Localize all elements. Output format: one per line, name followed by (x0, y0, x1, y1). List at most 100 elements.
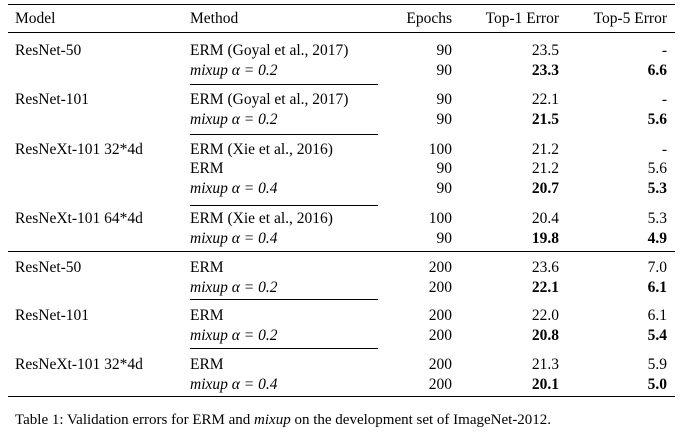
alpha-value: α = 0.2 (231, 62, 278, 79)
top1-cell: 21.2 (531, 141, 559, 158)
method-cell: mixup α = 0.4 (190, 375, 278, 395)
top1-cell: 22.1 (531, 279, 559, 296)
method-cell: mixup α = 0.2 (190, 110, 278, 130)
epochs-cell: 100 (428, 141, 452, 158)
top5-cell: 5.3 (647, 210, 667, 227)
model-cell: ResNeXt-101 32*4d (15, 141, 143, 158)
caption-text: Table 1: Validation errors for ERM and (15, 412, 255, 428)
top1-cell: 21.5 (531, 111, 559, 128)
top5-cell: 4.9 (647, 230, 667, 247)
top1-cell: 20.7 (531, 180, 559, 197)
epochs-cell: 200 (428, 307, 452, 324)
header-method: Method (190, 10, 239, 27)
epochs-cell: 90 (436, 111, 453, 128)
epochs-cell: 200 (428, 259, 452, 276)
epochs-cell: 90 (436, 62, 453, 79)
header-epochs: Epochs (406, 10, 452, 27)
top5-cell: - (661, 91, 667, 108)
top5-cell: 5.6 (647, 111, 667, 128)
method-cell: ERM (190, 307, 224, 324)
top5-cell: 6.1 (647, 307, 667, 324)
method-cell: ERM (190, 356, 224, 373)
group-rule (190, 348, 378, 349)
epochs-cell: 200 (428, 356, 452, 373)
top1-cell: 22.1 (531, 91, 559, 108)
header-top1: Top-1 Error (485, 10, 559, 27)
top1-cell: 23.5 (531, 42, 559, 59)
method-cell: mixup α = 0.2 (190, 326, 278, 346)
top1-cell: 21.3 (531, 356, 559, 373)
method-cell: ERM (Xie et al., 2016) (190, 210, 333, 227)
caption-text-end: on the development set of ImageNet-2012. (290, 412, 552, 428)
top1-cell: 20.8 (531, 327, 559, 344)
method-cell: ERM (190, 259, 224, 276)
bottom-rule (8, 396, 675, 398)
header-top5: Top-5 Error (593, 10, 667, 27)
epochs-cell: 90 (436, 91, 453, 108)
epochs-cell: 90 (436, 230, 453, 247)
method-cell: mixup α = 0.2 (190, 61, 278, 81)
model-cell: ResNeXt-101 32*4d (15, 356, 143, 373)
model-cell: ResNet-101 (15, 91, 90, 108)
method-cell: ERM (190, 160, 224, 177)
mixup-label: mixup (190, 376, 228, 393)
method-cell: mixup α = 0.2 (190, 278, 278, 298)
section-rule (8, 251, 675, 252)
top1-cell: 23.3 (531, 62, 559, 79)
top5-cell: 5.9 (647, 356, 667, 373)
top5-cell: - (661, 141, 667, 158)
epochs-cell: 90 (436, 42, 453, 59)
top1-cell: 22.0 (531, 307, 559, 324)
alpha-value: α = 0.4 (231, 180, 278, 197)
epochs-cell: 200 (428, 279, 452, 296)
top5-cell: 7.0 (647, 259, 667, 276)
top5-cell: 5.4 (647, 327, 667, 344)
group-rule (190, 205, 378, 206)
top1-cell: 21.2 (531, 160, 559, 177)
header-model: Model (15, 10, 56, 27)
top5-cell: 5.3 (647, 180, 667, 197)
top1-cell: 20.4 (531, 210, 559, 227)
method-cell: mixup α = 0.4 (190, 229, 278, 249)
model-cell: ResNet-101 (15, 307, 90, 324)
alpha-value: α = 0.2 (231, 327, 278, 344)
top1-cell: 20.1 (531, 376, 559, 393)
epochs-cell: 90 (436, 180, 453, 197)
model-cell: ResNeXt-101 64*4d (15, 210, 143, 227)
group-rule (190, 84, 378, 85)
epochs-cell: 100 (428, 210, 452, 227)
mixup-label: mixup (190, 180, 228, 197)
model-cell: ResNet-50 (15, 42, 82, 59)
method-cell: ERM (Xie et al., 2016) (190, 141, 333, 158)
top1-cell: 23.6 (531, 259, 559, 276)
top5-cell: 5.6 (647, 160, 667, 177)
epochs-cell: 90 (436, 160, 453, 177)
method-cell: ERM (Goyal et al., 2017) (190, 42, 349, 59)
epochs-cell: 200 (428, 376, 452, 393)
top5-cell: 6.6 (647, 62, 667, 79)
top5-cell: 6.1 (647, 279, 667, 296)
model-cell: ResNet-50 (15, 259, 82, 276)
top5-cell: 5.0 (647, 376, 667, 393)
epochs-cell: 200 (428, 327, 452, 344)
group-rule (190, 299, 378, 300)
top1-cell: 19.8 (531, 230, 559, 247)
method-cell: ERM (Goyal et al., 2017) (190, 91, 349, 108)
alpha-value: α = 0.4 (231, 376, 278, 393)
group-rule (190, 134, 378, 135)
mixup-label: mixup (190, 111, 228, 128)
mixup-label: mixup (190, 230, 228, 247)
method-cell: mixup α = 0.4 (190, 179, 278, 199)
table-caption: Table 1: Validation errors for ERM and m… (15, 411, 675, 429)
mixup-label: mixup (190, 279, 228, 296)
top5-cell: - (661, 42, 667, 59)
mixup-label: mixup (190, 327, 228, 344)
header-rule (8, 32, 675, 33)
mixup-label: mixup (190, 62, 228, 79)
caption-emph: mixup (254, 412, 291, 428)
alpha-value: α = 0.2 (231, 111, 278, 128)
alpha-value: α = 0.4 (231, 230, 278, 247)
alpha-value: α = 0.2 (231, 279, 278, 296)
top-rule (8, 4, 675, 6)
